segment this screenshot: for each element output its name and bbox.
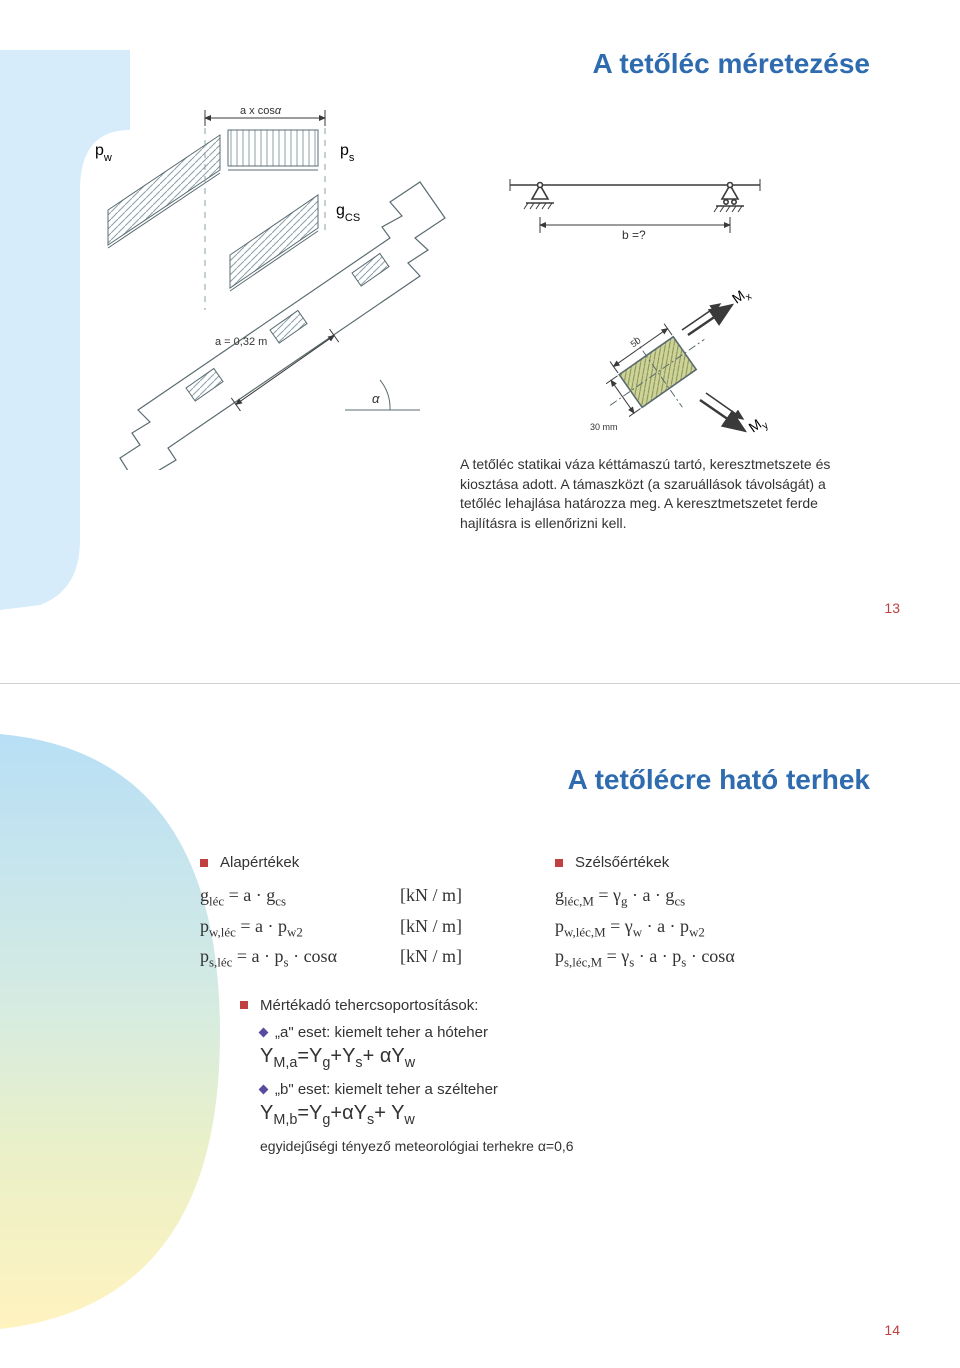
case-b-formula: YM,b=Yg+αYs+ Yw: [260, 1102, 880, 1128]
eq-row: gléc,M = γg · a · gcs: [555, 885, 880, 910]
case-b-text: „b" eset: kiemelt teher a szélteher: [275, 1081, 498, 1098]
ps-label: ps: [340, 142, 355, 164]
diamond-icon: [259, 1084, 269, 1094]
eq-row: ps,léc,M = γs · a · ps · cosα: [555, 946, 880, 971]
eq-row: ps,léc = a · ps · cosα[kN / m]: [200, 946, 525, 971]
base-header-text: Alapértékek: [220, 854, 299, 871]
my-label: My: [746, 413, 771, 439]
eq-base-list: gléc = a · gcs[kN / m] pw,léc = a · pw2[k…: [200, 885, 525, 971]
w30-label: 30 mm: [590, 422, 618, 432]
slide-title-13: A tetőléc méretezése: [592, 48, 870, 80]
bullet-icon: [200, 859, 208, 867]
diamond-icon: [259, 1027, 269, 1037]
bullet-icon: [240, 1001, 248, 1009]
content-14: Alapértékek gléc = a · gcs[kN / m] pw,léc…: [200, 854, 880, 1154]
case-a-formula: YM,a=Yg+Ys+ αYw: [260, 1045, 880, 1071]
bullet-icon: [555, 859, 563, 867]
ext-header: Szélsőértékek: [555, 854, 880, 871]
lg-header: Mértékadó tehercsoportosítások:: [240, 997, 880, 1014]
slide-13: A tetőléc méretezése: [0, 0, 960, 683]
case-a-text: „a" eset: kiemelt teher a hóteher: [275, 1024, 488, 1041]
mx-label: Mx: [729, 284, 754, 310]
eq-ext-list: gléc,M = γg · a · gcs pw,léc,M = γw · a ·…: [555, 885, 880, 971]
pw-label: pw: [95, 142, 112, 164]
diagram-note: A tetőléc statikai váza kéttámaszú tartó…: [460, 455, 860, 533]
case-b-label: „b" eset: kiemelt teher a szélteher: [260, 1081, 880, 1098]
col-base: Alapértékek gléc = a · gcs[kN / m] pw,léc…: [200, 854, 525, 977]
slide-title-14: A tetőlécre ható terhek: [568, 764, 870, 796]
ext-header-text: Szélsőértékek: [575, 854, 669, 871]
load-groups: Mértékadó tehercsoportosítások: „a" eset…: [240, 997, 880, 1154]
base-header: Alapértékek: [200, 854, 525, 871]
lg-header-text: Mértékadó tehercsoportosítások:: [260, 997, 478, 1014]
gradient-block-14: [0, 734, 230, 1334]
eq-row: pw,léc,M = γw · a · pw2: [555, 916, 880, 941]
page-number-14: 14: [884, 1322, 900, 1338]
eq-row: pw,léc = a · pw2[kN / m]: [200, 916, 525, 941]
a032-label: a = 0,32 m: [215, 336, 267, 348]
gcs-label: gCS: [336, 202, 360, 224]
alpha-label: α: [372, 391, 380, 406]
slide-14: A tetőlécre ható terhek Alapértékek gléc…: [0, 684, 960, 1368]
case-a-label: „a" eset: kiemelt teher a hóteher: [260, 1024, 880, 1041]
eq-row: gléc = a · gcs[kN / m]: [200, 885, 525, 910]
technical-diagram: a x cosα pw ps gCS: [90, 100, 850, 470]
span-label: a x cosα: [240, 105, 282, 117]
col-ext: Szélsőértékek gléc,M = γg · a · gcs pw,lé…: [555, 854, 880, 977]
bq-label: b =?: [622, 228, 646, 242]
factor-line: egyidejűségi tényező meteorológiai terhe…: [260, 1138, 880, 1154]
page-number-13: 13: [884, 600, 900, 616]
